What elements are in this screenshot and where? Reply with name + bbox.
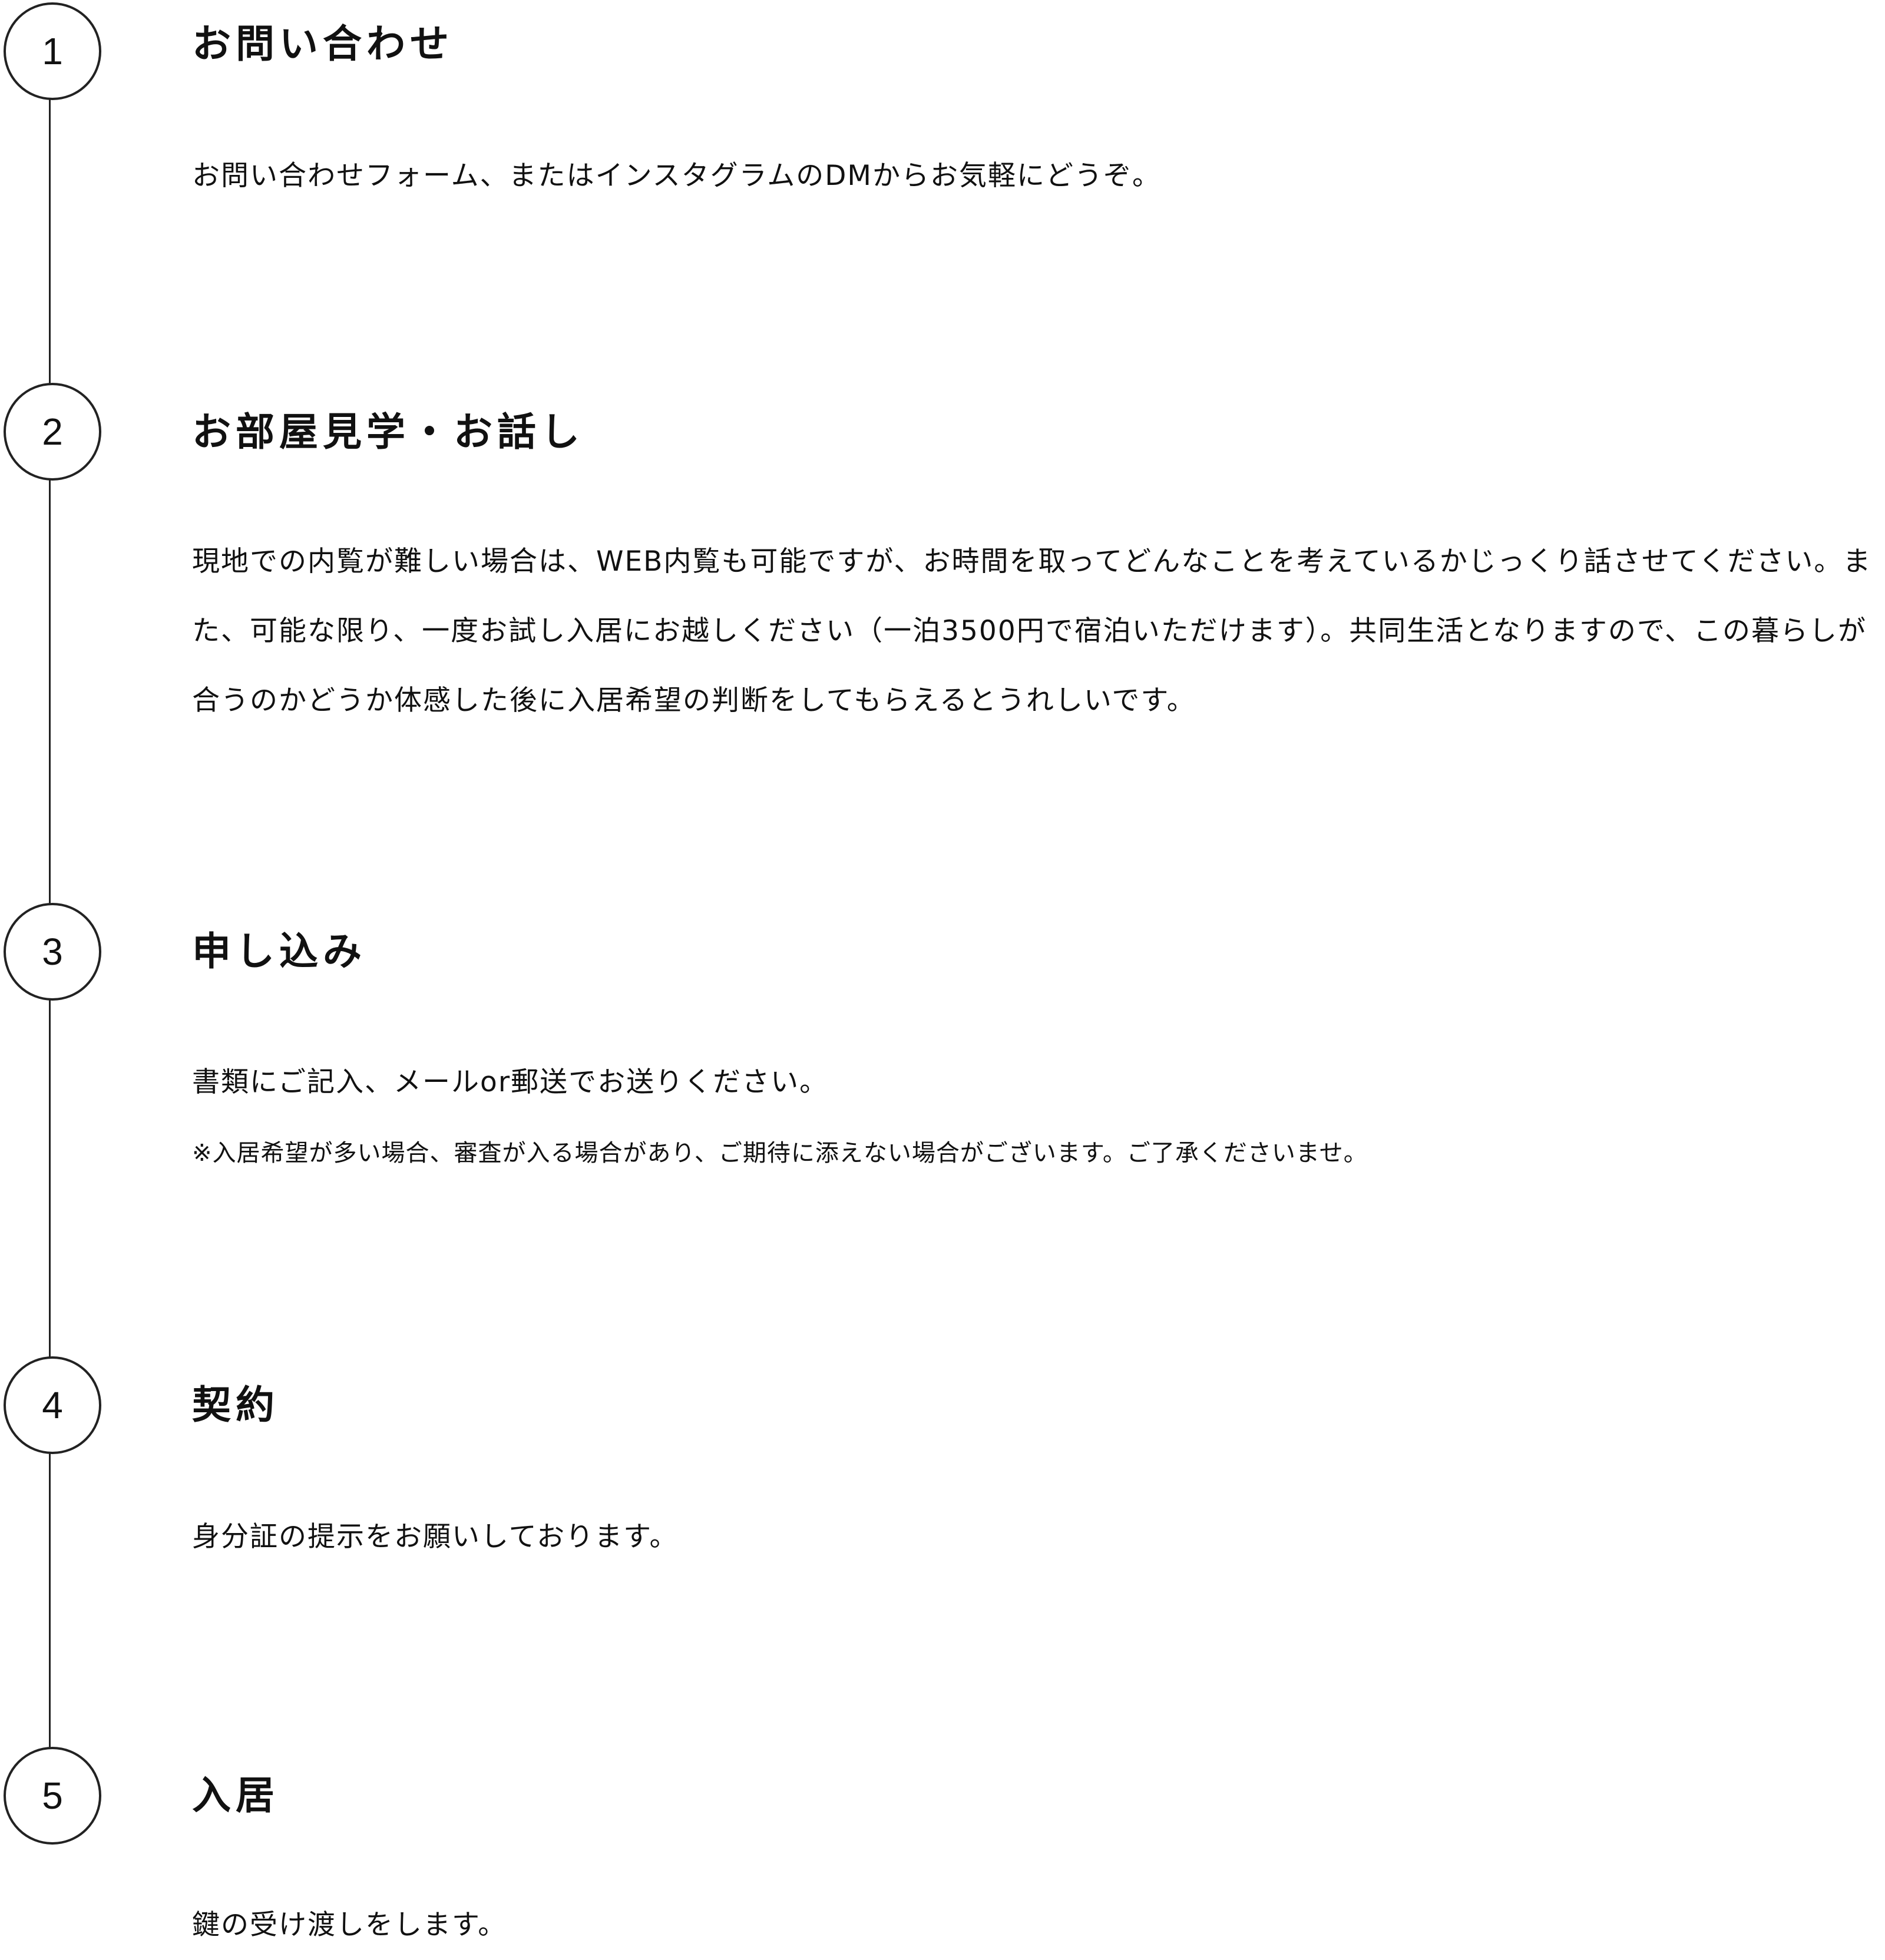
step-title: お部屋見学・お話し <box>192 409 584 455</box>
step-number-circle: 5 <box>4 1747 101 1845</box>
step-body: 身分証の提示をお願いしております。 <box>192 1521 679 1553</box>
step-body: 鍵の受け渡しをします。 <box>192 1909 507 1941</box>
step-title: 申し込み <box>192 928 366 974</box>
step-body: 現地での内覧が難しい場合は、WEB内覧も可能ですが、お時間を取ってどんなことを考… <box>192 545 1872 717</box>
step-body: 書類にご記入、メールor郵送でお送りください。 <box>192 1066 829 1098</box>
step-title: 入居 <box>192 1772 279 1818</box>
step-note: ※入居希望が多い場合、審査が入る場合があり、ご期待に添えない場合がございます。ご… <box>192 1140 1368 1167</box>
step-number-circle: 4 <box>4 1356 101 1454</box>
step-number-circle: 3 <box>4 903 101 1001</box>
step-title: 契約 <box>192 1382 279 1428</box>
step-number-circle: 1 <box>4 2 101 100</box>
step-number-circle: 2 <box>4 383 101 481</box>
step-body: お問い合わせフォーム、またはインスタグラムのDMからお気軽にどうぞ。 <box>192 160 1161 192</box>
step-title: お問い合わせ <box>192 21 454 67</box>
